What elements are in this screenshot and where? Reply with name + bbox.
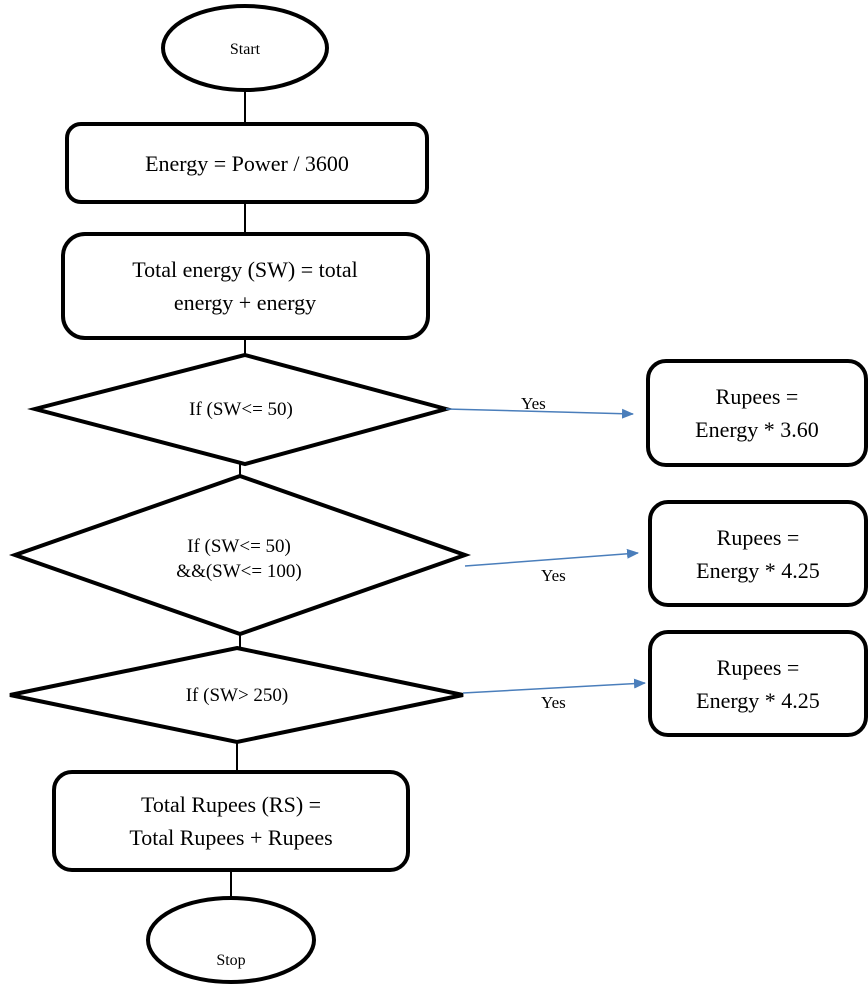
yes-label-3: Yes: [541, 693, 566, 712]
yes-arrow-1: Yes: [445, 394, 634, 419]
decision-1-label: If (SW<= 50): [189, 399, 293, 420]
decision-3-label: If (SW> 250): [186, 685, 289, 706]
rate-box-2: Rupees = Energy * 4.25: [648, 500, 868, 607]
total-rupees-line2: Total Rupees + Rupees: [129, 825, 332, 850]
decision-2: If (SW<= 50) &&(SW<= 100): [8, 473, 472, 637]
decision-2-line2: &&(SW<= 100): [176, 561, 301, 582]
start-label: Start: [230, 41, 261, 58]
total-energy-line1: Total energy (SW) = total: [132, 257, 358, 282]
yes-arrow-3: Yes: [462, 678, 646, 712]
total-energy-process: Total energy (SW) = total energy + energ…: [61, 232, 430, 340]
rate-3-line1: Rupees =: [717, 655, 800, 680]
rate-box-1: Rupees = Energy * 3.60: [646, 359, 868, 467]
yes-arrow-2: Yes: [464, 548, 639, 585]
yes-label-1: Yes: [521, 394, 546, 413]
energy-calc-label: Energy = Power / 3600: [145, 151, 349, 176]
total-energy-line2: energy + energy: [174, 290, 316, 315]
rate-3-line2: Energy * 4.25: [696, 688, 820, 713]
start-terminator: Start: [161, 4, 329, 92]
rate-2-line1: Rupees =: [717, 525, 800, 550]
decision-3: If (SW> 250): [9, 645, 464, 745]
rate-1-line2: Energy * 3.60: [695, 417, 819, 442]
stop-terminator: Stop: [146, 896, 316, 984]
stop-label: Stop: [216, 952, 245, 969]
rate-1-line1: Rupees =: [716, 384, 799, 409]
yes-label-2: Yes: [541, 566, 566, 585]
rate-box-3: Rupees = Energy * 4.25: [648, 630, 868, 737]
energy-calc-process: Energy = Power / 3600: [65, 122, 429, 204]
total-rupees-process: Total Rupees (RS) = Total Rupees + Rupee…: [52, 770, 410, 872]
total-rupees-line1: Total Rupees (RS) =: [141, 792, 321, 817]
rate-2-line2: Energy * 4.25: [696, 558, 820, 583]
decision-2-line1: If (SW<= 50): [187, 536, 291, 557]
decision-1: If (SW<= 50): [27, 352, 454, 467]
